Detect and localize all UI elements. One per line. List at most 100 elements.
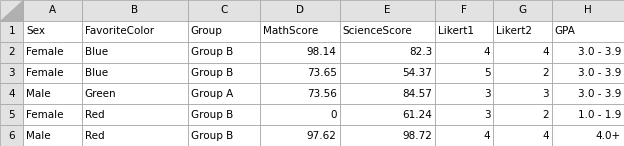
Bar [82,104,188,125]
Text: Group: Group [191,26,223,36]
Bar [23,63,82,83]
Bar [82,125,188,146]
Bar [552,125,624,146]
Text: 1.0 - 1.9: 1.0 - 1.9 [578,110,621,120]
Bar [0,63,23,83]
Text: 3.0 - 3.9: 3.0 - 3.9 [578,89,621,99]
Text: E: E [384,5,391,15]
Text: D: D [296,5,304,15]
Text: Green: Green [85,89,116,99]
Bar [23,83,82,104]
Bar [552,0,624,21]
Text: Blue: Blue [85,47,108,57]
Text: 73.65: 73.65 [307,68,336,78]
Bar [339,104,435,125]
Bar [339,42,435,63]
Text: 4: 4 [484,47,490,57]
Bar [339,125,435,146]
Text: 5: 5 [484,68,490,78]
Text: 4: 4 [8,89,15,99]
Text: H: H [584,5,592,15]
Text: 3: 3 [484,110,490,120]
Bar [188,83,260,104]
Text: 5: 5 [8,110,15,120]
Bar [0,42,23,63]
Bar [552,83,624,104]
Text: Female: Female [26,68,64,78]
Text: Female: Female [26,110,64,120]
Bar [435,125,494,146]
Bar [188,104,260,125]
Text: 61.24: 61.24 [402,110,432,120]
Bar [435,104,494,125]
Text: 4: 4 [484,131,490,141]
Text: GPA: GPA [555,26,576,36]
Text: Blue: Blue [85,68,108,78]
Text: Group A: Group A [191,89,233,99]
Text: Male: Male [26,131,51,141]
Bar [23,42,82,63]
Bar [494,63,552,83]
Text: B: B [131,5,139,15]
Bar [188,21,260,42]
Text: Likert1: Likert1 [438,26,474,36]
Bar [494,21,552,42]
Text: 3: 3 [8,68,15,78]
Bar [435,83,494,104]
Text: 98.14: 98.14 [307,47,336,57]
Text: Sex: Sex [26,26,46,36]
Bar [435,42,494,63]
Text: 3: 3 [484,89,490,99]
Bar [23,104,82,125]
Bar [435,21,494,42]
Text: Group B: Group B [191,131,233,141]
Bar [260,125,339,146]
Text: 4.0+: 4.0+ [596,131,621,141]
Bar [188,63,260,83]
Text: 2: 2 [8,47,15,57]
Text: 2: 2 [542,68,549,78]
Text: Red: Red [85,110,104,120]
Text: Red: Red [85,131,104,141]
Text: 84.57: 84.57 [402,89,432,99]
Bar [494,0,552,21]
Text: Group B: Group B [191,47,233,57]
Bar [260,83,339,104]
Text: 98.72: 98.72 [402,131,432,141]
Bar [552,104,624,125]
Text: Female: Female [26,47,64,57]
Bar [260,104,339,125]
Bar [0,21,23,42]
Text: 3: 3 [542,89,549,99]
Bar [82,21,188,42]
Bar [260,42,339,63]
Bar [260,0,339,21]
Text: 1: 1 [8,26,15,36]
Bar [435,63,494,83]
Text: ScienceScore: ScienceScore [343,26,412,36]
Bar [552,42,624,63]
Text: 73.56: 73.56 [307,89,336,99]
Bar [339,83,435,104]
Bar [82,63,188,83]
Bar [494,42,552,63]
Bar [23,125,82,146]
Bar [82,42,188,63]
Bar [494,125,552,146]
Text: A: A [49,5,56,15]
Bar [494,83,552,104]
Bar [23,0,82,21]
Bar [188,125,260,146]
Text: 97.62: 97.62 [307,131,336,141]
Bar [0,104,23,125]
Text: C: C [220,5,228,15]
Text: FavoriteColor: FavoriteColor [85,26,154,36]
Bar [260,63,339,83]
Bar [0,125,23,146]
Bar [435,0,494,21]
Text: Male: Male [26,89,51,99]
Polygon shape [0,0,23,21]
Bar [339,63,435,83]
Bar [552,21,624,42]
Bar [188,0,260,21]
